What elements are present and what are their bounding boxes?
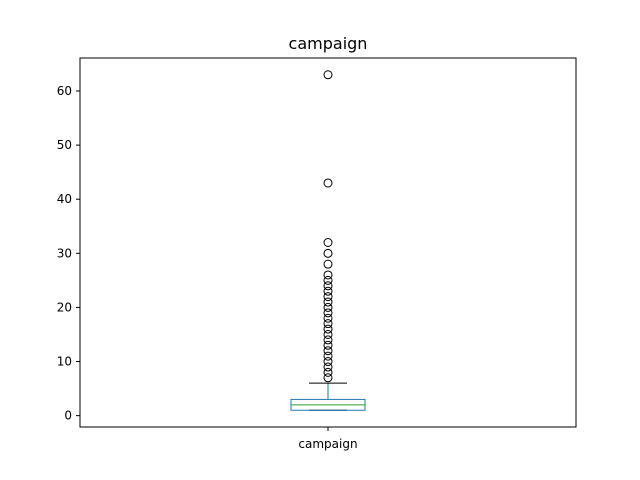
outlier-point (323, 357, 333, 367)
outlier-point (323, 70, 333, 80)
outlier-point (323, 178, 333, 188)
outlier-point (323, 259, 333, 269)
outlier-point (323, 270, 333, 280)
y-tick-label-30: 30 (57, 246, 72, 260)
outlier-point (323, 373, 333, 383)
box-plot-marks (290, 70, 366, 411)
y-tick-label-60: 60 (57, 84, 72, 98)
y-tick-label-40: 40 (57, 192, 72, 206)
y-tick-label-20: 20 (57, 300, 72, 314)
y-tick-label-0: 0 (64, 409, 72, 423)
outlier-point (323, 302, 333, 312)
outlier-point (323, 362, 333, 372)
outlier-point (323, 351, 333, 361)
outlier-point (323, 319, 333, 329)
y-tick-label-10: 10 (57, 355, 72, 369)
outlier-point (323, 281, 333, 291)
outlier-point (323, 292, 333, 302)
outlier-point (323, 324, 333, 334)
outlier-point (323, 275, 333, 285)
x-tick-label-campaign: campaign (298, 437, 357, 451)
outlier-point (323, 286, 333, 296)
plot-area-frame (79, 57, 577, 428)
outlier-point (323, 248, 333, 258)
outlier-point (323, 238, 333, 247)
outlier-point (323, 313, 333, 323)
y-tick-label-50: 50 (57, 138, 72, 152)
outlier-point (323, 308, 333, 318)
outlier-point (323, 297, 333, 307)
chart-title: campaign (289, 34, 368, 53)
outlier-point (323, 335, 333, 345)
x-axis: campaign (298, 427, 358, 451)
outlier-point (323, 340, 333, 350)
y-axis: 0 10 20 30 40 50 60 (57, 84, 80, 423)
outlier-point (323, 346, 333, 356)
outlier-point (323, 367, 333, 377)
outlier-point (323, 329, 333, 339)
